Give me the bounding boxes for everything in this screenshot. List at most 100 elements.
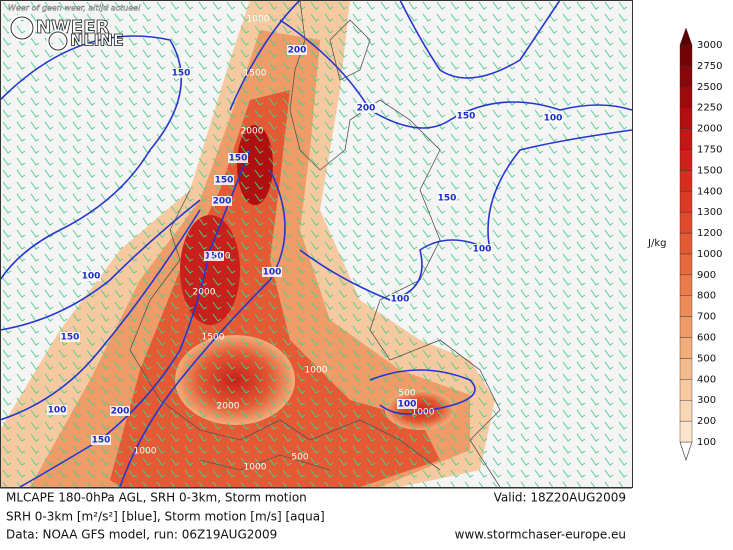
colorbar-box	[679, 295, 693, 317]
srh-label: 100	[391, 295, 410, 305]
colorbar-label: 1400	[697, 186, 722, 197]
srh-label-bg	[262, 267, 282, 277]
cape-label: 1000	[134, 447, 157, 457]
colorbar-box	[679, 358, 693, 380]
srh-label: 100	[263, 268, 282, 278]
footer-valid: Valid: 18Z20AUG2009	[494, 491, 626, 505]
colorbar-label: 3000	[697, 40, 722, 51]
colorbar-label: 900	[697, 270, 716, 281]
srh-label-bg	[390, 294, 410, 304]
cape-label: 1500	[202, 333, 225, 343]
cape-label: 2000	[241, 127, 264, 137]
srh-label: 200	[213, 197, 232, 207]
colorbar-label: 400	[697, 374, 716, 385]
colorbar-label: 1000	[697, 249, 722, 260]
srh-label-bg	[204, 251, 224, 261]
srh-label-bg	[110, 406, 130, 416]
coastlines	[129, 0, 501, 488]
colorbar-box	[679, 128, 693, 150]
colorbar-box	[679, 337, 693, 359]
storm-motion-barbs	[0, 0, 632, 487]
footer: MLCAPE 180-0hPa AGL, SRH 0-3km, Storm mo…	[0, 487, 632, 542]
colorbar-label: 2500	[697, 82, 722, 93]
srh-label-bg	[356, 103, 376, 113]
contour-labels: 150 200 200 150 100 150 100 100 150 150 200 150 100 1…	[47, 15, 563, 473]
srh-label-bg	[456, 111, 476, 121]
colorbar-label: 700	[697, 312, 716, 323]
colorbar-label: 100	[697, 437, 716, 448]
colorbar-box	[679, 149, 693, 171]
srh-label-bg	[228, 153, 248, 163]
srh-label: 150	[205, 252, 224, 262]
colorbar-box	[679, 65, 693, 87]
cape-label: 2500	[208, 252, 231, 262]
srh-label-bg	[212, 196, 232, 206]
srh-label: 100	[82, 272, 101, 282]
cape-label: 1500	[244, 69, 267, 79]
srh-contours	[0, 0, 633, 488]
srh-label-bg	[47, 405, 67, 415]
colorbar-label: 600	[697, 333, 716, 344]
colorbar-label: 300	[697, 395, 716, 406]
footer-line3: Data: NOAA GFS model, run: 06Z19AUG2009	[6, 528, 277, 542]
footer-title: MLCAPE 180-0hPa AGL, SRH 0-3km, Storm mo…	[6, 491, 307, 505]
footer-line2: SRH 0-3km [m²/s²] [blue], Storm motion […	[6, 510, 325, 524]
srh-label: 150	[438, 194, 457, 204]
colorbar-box	[679, 191, 693, 213]
colorbar-box	[679, 211, 693, 234]
colorbar-box	[679, 253, 693, 276]
logo-word2: NLINE	[70, 31, 124, 50]
colorbar-box	[679, 107, 693, 129]
colorbar-label: 200	[697, 416, 716, 427]
srh-label: 200	[357, 104, 376, 114]
colorbar-label: 800	[697, 291, 716, 302]
srh-label: 150	[215, 176, 234, 186]
cape-label: 500	[291, 453, 308, 463]
srh-label-bg	[287, 45, 307, 55]
srh-label: 150	[172, 69, 191, 79]
colorbar-box	[679, 420, 693, 443]
cape-label: 1000	[412, 408, 435, 418]
srh-label-bg	[60, 332, 80, 342]
srh-label-bg	[437, 193, 457, 203]
colorbar-label: 1750	[697, 144, 722, 155]
srh-label: 100	[544, 114, 563, 124]
colorbar-box	[679, 379, 693, 401]
cape-label: 2000	[193, 288, 216, 298]
colorbar: J/kg 100 200 300 400 500 600 700 800 900 1000 1200…	[647, 27, 722, 461]
cape-label: 100	[136, 189, 153, 199]
colorbar-box	[679, 44, 693, 67]
colorbar-unit: J/kg	[647, 238, 666, 249]
colorbar-box	[679, 232, 693, 255]
srh-label-bg	[171, 68, 191, 78]
cape-label: 1000	[305, 366, 328, 376]
footer-site: www.stormchaser-europe.eu	[455, 528, 626, 542]
colorbar-box	[679, 316, 693, 338]
srh-label-bg	[81, 271, 101, 281]
srh-label: 150	[457, 112, 476, 122]
srh-label-bg	[472, 244, 492, 254]
srh-label: 200	[288, 46, 307, 56]
srh-label: 150	[61, 333, 80, 343]
cape-label: 1000	[244, 463, 267, 473]
logo: Weer of geen weer, altijd actueel NWEER …	[8, 3, 141, 52]
srh-label-bg	[91, 435, 111, 445]
srh-label-bg	[543, 113, 563, 123]
cape-label: 2000	[217, 402, 240, 412]
colorbar-label: 500	[697, 353, 716, 364]
srh-label-bg	[397, 399, 417, 409]
srh-label: 150	[229, 154, 248, 164]
colorbar-top	[679, 27, 693, 46]
srh-label-bg	[214, 175, 234, 185]
cape-label: 1000	[247, 15, 270, 25]
srh-label: 100	[48, 406, 67, 416]
colorbar-label: 2250	[697, 103, 722, 114]
colorbar-box	[679, 170, 693, 192]
colorbar-box	[679, 400, 693, 422]
colorbar-box	[679, 86, 693, 108]
srh-label: 150	[92, 436, 111, 446]
colorbar-box	[679, 274, 693, 296]
srh-label: 100	[473, 245, 492, 255]
